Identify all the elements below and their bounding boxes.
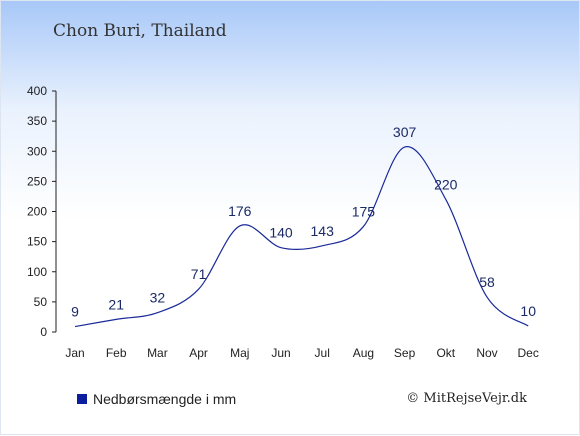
legend-label: Nedbørsmængde i mm: [93, 391, 237, 407]
x-tick-label: Maj: [230, 346, 249, 360]
y-tick-label: 150: [27, 235, 47, 249]
x-tick-label: Feb: [106, 346, 127, 360]
data-label: 10: [520, 303, 536, 319]
y-tick-label: 200: [27, 205, 47, 219]
x-tick-label: Mar: [147, 346, 168, 360]
legend: Nedbørsmængde i mm: [77, 391, 236, 407]
chart-title: Chon Buri, Thailand: [53, 21, 227, 41]
data-label: 32: [150, 290, 166, 306]
credit-text: © MitRejseVejr.dk: [406, 391, 527, 406]
data-label: 58: [479, 274, 495, 290]
data-label: 307: [393, 124, 417, 140]
y-tick-label: 350: [27, 114, 47, 128]
y-tick-label: 400: [27, 84, 47, 98]
legend-swatch: [77, 394, 87, 404]
data-label: 140: [269, 225, 293, 241]
x-tick-label: Jan: [65, 346, 84, 360]
x-tick-label: Jul: [315, 346, 330, 360]
x-tick-label: Okt: [436, 346, 455, 360]
data-label: 220: [434, 176, 458, 192]
y-tick-label: 100: [27, 265, 47, 279]
data-label: 143: [311, 223, 335, 239]
data-label: 176: [228, 203, 252, 219]
data-label: 9: [71, 304, 79, 320]
data-label: 71: [191, 266, 207, 282]
y-tick-label: 300: [27, 144, 47, 158]
y-axis-ticks: 0 50 100 150 200 250 300 350 400: [27, 84, 56, 339]
x-tick-label: Apr: [189, 346, 208, 360]
y-tick-label: 0: [40, 325, 47, 339]
y-tick-label: 50: [34, 295, 48, 309]
data-labels: 9 21 32 71 176 140 143 175 307 220 58 10: [71, 124, 536, 320]
data-label: 21: [108, 296, 124, 312]
y-tick-label: 250: [27, 174, 47, 188]
series-line-precipitation: [74, 146, 529, 328]
x-tick-label: Dec: [518, 346, 539, 360]
x-axis-ticks: Jan Feb Mar Apr Maj Jun Jul Aug Sep Okt Nov Dec: [65, 346, 539, 360]
x-tick-label: Sep: [394, 346, 416, 360]
data-label: 175: [352, 204, 376, 220]
x-tick-label: Aug: [353, 346, 374, 360]
x-tick-label: Nov: [476, 346, 497, 360]
x-tick-label: Jun: [271, 346, 290, 360]
